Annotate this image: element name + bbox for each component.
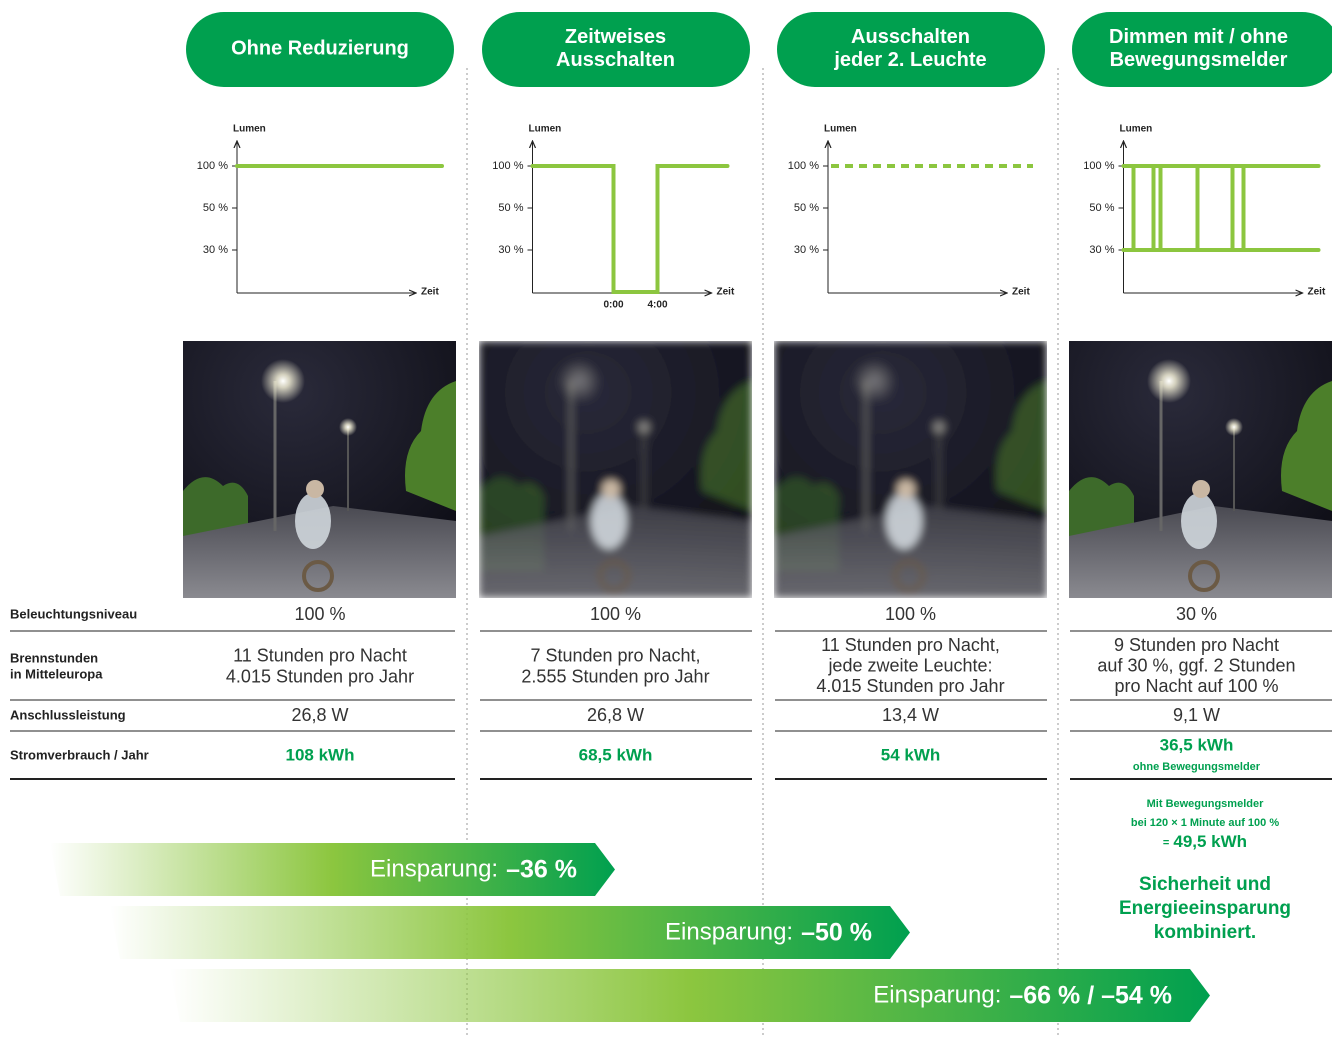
axis-tick-label: 30 % — [794, 244, 819, 256]
axis-y-label: Lumen — [1120, 124, 1153, 135]
axis-tick-label: 30 % — [203, 244, 228, 256]
axis-x-label: Zeit — [1012, 287, 1030, 298]
consumption-value: ohne Bewegungsmelder — [1133, 761, 1261, 773]
motion-note: bei 120 × 1 Minute auf 100 % — [1131, 817, 1279, 829]
motion-note: Mit Bewegungsmelder — [1147, 798, 1264, 810]
slogan: Sicherheit und — [1139, 874, 1271, 895]
table-cell: 100 % — [885, 604, 936, 624]
header-title: Ausschalten — [556, 49, 675, 71]
axis-tick-label: 50 % — [203, 202, 228, 214]
header-title: Zeitweises — [565, 26, 666, 48]
street-photo — [183, 341, 456, 598]
table-cell: 30 % — [1176, 604, 1217, 624]
row-label: in Mitteleuropa — [10, 666, 103, 681]
table-cell: 9 Stunden pro Nacht — [1114, 635, 1279, 655]
table-cell: 9,1 W — [1173, 705, 1220, 725]
header-title: Dimmen mit / ohne — [1109, 26, 1288, 48]
table-cell: 100 % — [294, 604, 345, 624]
header-title: Ausschalten — [851, 26, 970, 48]
savings-text: Einsparung: –66 % / –54 % — [873, 981, 1172, 1009]
lamp-glow — [557, 359, 601, 403]
axis-tick-label: 100 % — [197, 160, 228, 172]
lamp-glow — [1225, 418, 1243, 436]
consumption-value: 68,5 kWh — [579, 745, 653, 764]
motion-value: 49,5 kWh — [1173, 832, 1247, 851]
time-label: 0:00 — [603, 300, 623, 311]
header-title: Bewegungsmelder — [1110, 49, 1288, 71]
table-cell: 11 Stunden pro Nacht, — [821, 635, 1000, 655]
savings-value: –66 % / –54 % — [1009, 981, 1172, 1009]
slogan: Energieeinsparung — [1119, 898, 1291, 919]
lamp-glow — [339, 418, 357, 436]
axis-tick-label: 100 % — [788, 160, 819, 172]
axis-y-label: Lumen — [824, 124, 857, 135]
table-cell: jede zweite Leuchte: — [827, 655, 992, 675]
axis-tick-label: 50 % — [1089, 202, 1114, 214]
lamp-glow — [852, 359, 896, 403]
table-cell: 11 Stunden pro Nacht — [233, 645, 407, 665]
savings-value: –36 % — [506, 855, 577, 883]
table-cell: 100 % — [590, 604, 641, 624]
axis-tick-label: 30 % — [1089, 244, 1114, 256]
infographic: Ohne ReduzierungZeitweisesAusschaltenAus… — [0, 0, 1332, 1038]
row-label: Stromverbrauch / Jahr — [10, 747, 149, 762]
savings-text: Einsparung: –50 % — [665, 918, 872, 946]
axis-tick-label: 100 % — [1083, 160, 1114, 172]
table-cell: pro Nacht auf 100 % — [1114, 676, 1278, 696]
row-label: Anschlussleistung — [10, 707, 126, 722]
cyclist-body — [591, 493, 627, 549]
savings-label: Einsparung: — [873, 982, 1001, 1009]
table-cell: 13,4 W — [882, 705, 939, 725]
cyclist-body — [1181, 493, 1217, 549]
axis-tick-label: 50 % — [794, 202, 819, 214]
axis-x-label: Zeit — [1308, 287, 1326, 298]
consumption-value: 54 kWh — [881, 745, 941, 764]
row-label: Brennstunden — [10, 650, 98, 665]
page: Ohne ReduzierungZeitweisesAusschaltenAus… — [0, 0, 1332, 1038]
street-photo — [1069, 341, 1332, 598]
savings-value: –50 % — [801, 918, 872, 946]
street-photo — [774, 341, 1047, 598]
row-label: Beleuchtungsniveau — [10, 606, 137, 621]
savings-text: Einsparung: –36 % — [370, 855, 577, 883]
consumption-value: 36,5 kWh — [1160, 735, 1234, 754]
cyclist-body — [886, 493, 922, 549]
lamp-glow — [930, 418, 948, 436]
slogan: kombiniert. — [1154, 922, 1256, 943]
lumen-profile — [533, 166, 728, 292]
table-cell: 4.015 Stunden pro Jahr — [816, 676, 1004, 696]
table-cell: 26,8 W — [587, 705, 644, 725]
lamp-glow — [635, 418, 653, 436]
header-title: Ohne Reduzierung — [231, 37, 409, 59]
axis-y-label: Lumen — [529, 124, 562, 135]
consumption-value: 108 kWh — [286, 745, 355, 764]
cyclist-head — [602, 480, 620, 498]
motion-result: = 49,5 kWh — [1163, 832, 1247, 851]
savings-label: Einsparung: — [665, 919, 793, 946]
table-cell: 4.015 Stunden pro Jahr — [226, 666, 414, 686]
header-title: jeder 2. Leuchte — [833, 49, 986, 71]
table-cell: 7 Stunden pro Nacht, — [530, 645, 700, 665]
axis-x-label: Zeit — [717, 287, 735, 298]
table-cell: 26,8 W — [291, 705, 348, 725]
axis-y-label: Lumen — [233, 124, 266, 135]
savings-label: Einsparung: — [370, 856, 498, 883]
cyclist-head — [897, 480, 915, 498]
street-photo — [479, 341, 752, 598]
axis-tick-label: 30 % — [498, 244, 523, 256]
lamp-glow — [261, 359, 305, 403]
motion-eq: = — [1163, 837, 1169, 849]
cyclist-head — [1192, 480, 1210, 498]
table-cell: auf 30 %, ggf. 2 Stunden — [1097, 655, 1295, 675]
time-label: 4:00 — [647, 300, 667, 311]
table-cell: 2.555 Stunden pro Jahr — [521, 666, 709, 686]
axis-tick-label: 100 % — [492, 160, 523, 172]
axis-tick-label: 50 % — [498, 202, 523, 214]
lamp-glow — [1147, 359, 1191, 403]
cyclist-head — [306, 480, 324, 498]
axis-x-label: Zeit — [421, 287, 439, 298]
cyclist-body — [295, 493, 331, 549]
